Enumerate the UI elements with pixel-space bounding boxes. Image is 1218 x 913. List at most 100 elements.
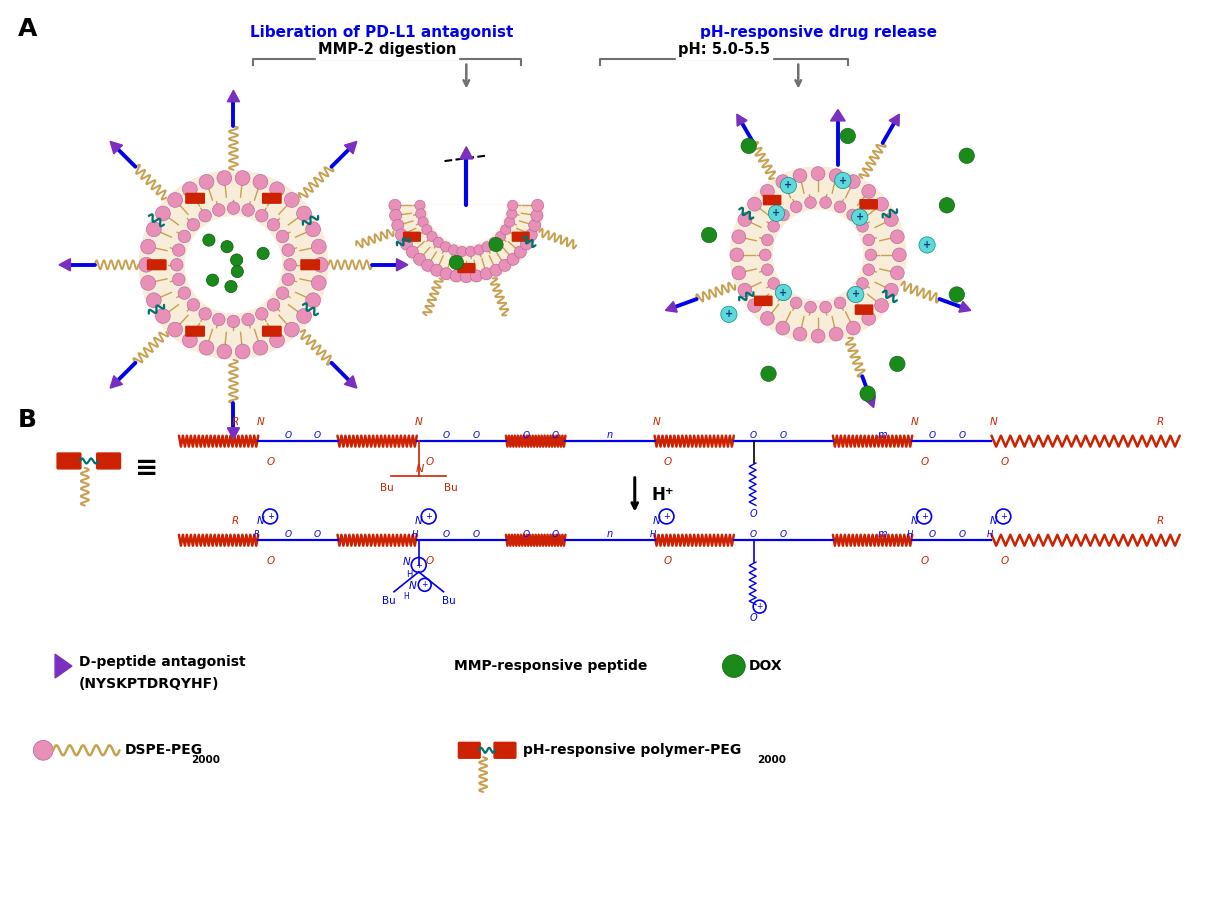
Circle shape xyxy=(220,240,233,253)
Text: H⁺: H⁺ xyxy=(652,486,675,504)
Text: R: R xyxy=(253,530,259,539)
Text: DSPE-PEG: DSPE-PEG xyxy=(124,743,202,757)
Circle shape xyxy=(790,201,801,213)
Polygon shape xyxy=(831,110,845,121)
Circle shape xyxy=(257,247,269,259)
FancyBboxPatch shape xyxy=(860,200,877,209)
Circle shape xyxy=(732,230,745,244)
Circle shape xyxy=(847,209,859,221)
Circle shape xyxy=(217,344,231,359)
FancyBboxPatch shape xyxy=(57,453,80,469)
Circle shape xyxy=(865,249,877,261)
Text: +: + xyxy=(425,512,432,521)
Text: DOX: DOX xyxy=(749,659,782,673)
Circle shape xyxy=(199,308,212,320)
Circle shape xyxy=(875,299,888,312)
Circle shape xyxy=(889,356,905,372)
Circle shape xyxy=(171,258,183,271)
Circle shape xyxy=(862,311,876,325)
Circle shape xyxy=(811,167,825,181)
Circle shape xyxy=(732,266,745,280)
Text: O: O xyxy=(267,556,275,566)
Circle shape xyxy=(884,213,898,226)
Circle shape xyxy=(504,217,515,227)
Text: N: N xyxy=(653,417,660,427)
Text: N: N xyxy=(415,517,423,527)
Text: O: O xyxy=(750,613,758,623)
Text: R: R xyxy=(231,417,239,427)
Text: H: H xyxy=(403,592,409,601)
Circle shape xyxy=(313,257,328,272)
Circle shape xyxy=(199,341,214,355)
Circle shape xyxy=(507,253,519,266)
Text: H: H xyxy=(649,530,655,539)
Circle shape xyxy=(441,242,451,252)
Circle shape xyxy=(253,341,268,355)
Circle shape xyxy=(507,209,516,219)
Circle shape xyxy=(457,247,468,257)
Circle shape xyxy=(820,196,832,208)
Circle shape xyxy=(33,740,54,761)
Text: O: O xyxy=(443,431,451,440)
Text: N: N xyxy=(989,417,998,427)
Text: O: O xyxy=(552,431,559,440)
Circle shape xyxy=(183,182,197,196)
Circle shape xyxy=(508,200,518,211)
Polygon shape xyxy=(228,90,240,101)
Circle shape xyxy=(777,209,789,221)
Text: O: O xyxy=(284,530,291,539)
Text: m: m xyxy=(878,430,887,440)
Text: O: O xyxy=(552,530,559,539)
Circle shape xyxy=(207,274,219,287)
Circle shape xyxy=(490,264,502,277)
Circle shape xyxy=(730,248,744,262)
Circle shape xyxy=(235,344,250,359)
Circle shape xyxy=(256,308,268,320)
Text: H: H xyxy=(987,530,993,539)
Text: D-peptide antagonist: D-peptide antagonist xyxy=(79,656,246,669)
Circle shape xyxy=(847,321,860,335)
Circle shape xyxy=(146,222,161,236)
Text: +: + xyxy=(851,289,860,299)
Text: MMP-2 digestion: MMP-2 digestion xyxy=(318,42,457,57)
Text: ≡: ≡ xyxy=(135,454,158,482)
Text: +: + xyxy=(421,581,428,589)
Text: O: O xyxy=(750,431,758,440)
Text: O: O xyxy=(473,530,480,539)
Text: R: R xyxy=(231,517,239,527)
Text: N: N xyxy=(653,517,660,527)
Circle shape xyxy=(414,253,425,266)
FancyBboxPatch shape xyxy=(495,742,516,758)
Circle shape xyxy=(256,209,268,222)
FancyBboxPatch shape xyxy=(764,195,781,205)
Circle shape xyxy=(231,266,244,278)
Circle shape xyxy=(793,169,806,183)
Circle shape xyxy=(217,171,231,185)
Circle shape xyxy=(465,247,476,257)
Circle shape xyxy=(499,259,510,271)
Text: pH: 5.0-5.5: pH: 5.0-5.5 xyxy=(678,42,770,57)
Circle shape xyxy=(470,270,482,282)
Circle shape xyxy=(306,293,320,308)
Circle shape xyxy=(790,297,801,309)
FancyBboxPatch shape xyxy=(263,326,281,336)
Circle shape xyxy=(777,289,789,300)
Circle shape xyxy=(178,287,191,299)
Circle shape xyxy=(848,287,864,302)
Circle shape xyxy=(183,333,197,348)
FancyBboxPatch shape xyxy=(263,194,281,204)
Circle shape xyxy=(168,322,183,337)
Text: O: O xyxy=(928,530,935,539)
Circle shape xyxy=(480,268,492,279)
Text: +: + xyxy=(784,181,793,191)
Circle shape xyxy=(520,237,532,250)
Text: +: + xyxy=(772,208,781,218)
Text: N: N xyxy=(910,517,918,527)
Circle shape xyxy=(269,333,285,348)
Circle shape xyxy=(811,330,825,343)
Circle shape xyxy=(156,206,171,221)
Text: B: B xyxy=(17,408,37,433)
FancyBboxPatch shape xyxy=(301,260,319,269)
Circle shape xyxy=(805,196,816,208)
Text: +: + xyxy=(839,175,847,185)
